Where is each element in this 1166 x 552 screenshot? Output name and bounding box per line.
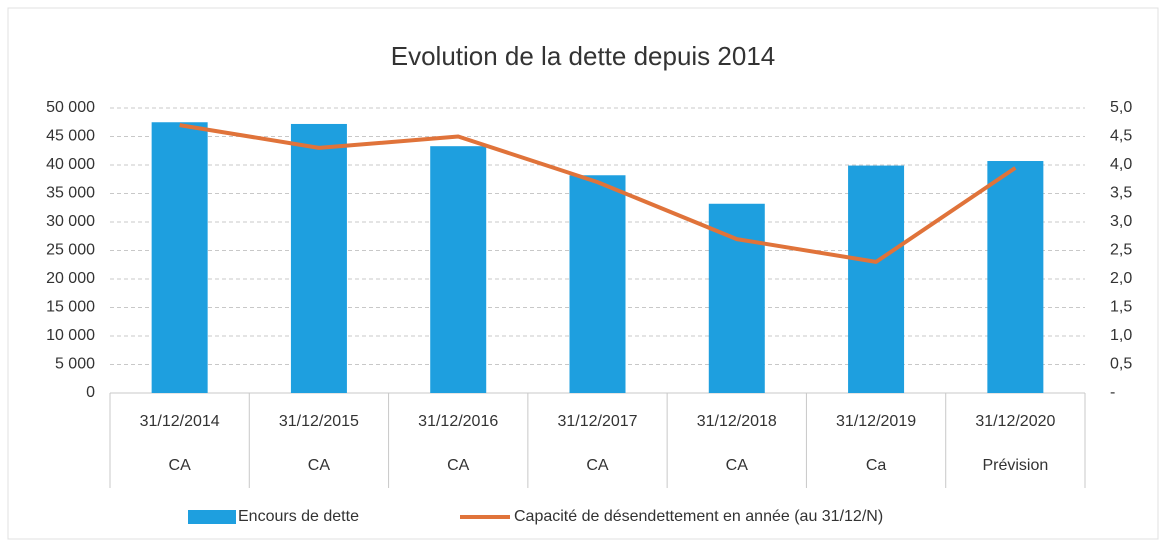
bar xyxy=(430,146,487,393)
y-tick-label: 35 000 xyxy=(46,185,95,202)
legend-label: Capacité de désendettement en année (au … xyxy=(514,508,883,525)
x-group-label: Prévision xyxy=(982,457,1048,474)
y-tick-label: 20 000 xyxy=(46,270,95,287)
bar xyxy=(569,175,626,393)
y-tick-label: 10 000 xyxy=(46,327,95,344)
x-group-label: CA xyxy=(308,457,331,474)
x-tick-label: 31/12/2018 xyxy=(697,413,777,430)
y2-tick-label: 0,5 xyxy=(1110,356,1132,373)
y-tick-label: 0 xyxy=(86,384,95,401)
y2-tick-label: 1,0 xyxy=(1110,327,1132,344)
x-tick-label: 31/12/2014 xyxy=(140,413,220,430)
y2-tick-label: 4,5 xyxy=(1110,128,1132,145)
y2-tick-label: 5,0 xyxy=(1110,99,1132,116)
y2-tick-label: 3,5 xyxy=(1110,185,1132,202)
x-group-label: CA xyxy=(586,457,609,474)
y2-tick-label: 4,0 xyxy=(1110,156,1132,173)
line-series xyxy=(179,123,1017,264)
chart-title: Evolution de la dette depuis 2014 xyxy=(391,41,776,71)
bar xyxy=(987,161,1044,393)
legend-label: Encours de dette xyxy=(238,508,359,525)
x-tick-label: 31/12/2017 xyxy=(557,413,637,430)
bar xyxy=(290,123,347,394)
x-tick-label: 31/12/2020 xyxy=(975,413,1055,430)
x-group-label: CA xyxy=(169,457,192,474)
x-tick-label: 31/12/2019 xyxy=(836,413,916,430)
y2-tick-label: 2,0 xyxy=(1110,270,1132,287)
x-group-label: CA xyxy=(726,457,749,474)
x-group-label: Ca xyxy=(866,457,887,474)
y-tick-label: 5 000 xyxy=(55,356,95,373)
y-tick-label: 15 000 xyxy=(46,299,95,316)
y2-tick-label: 3,0 xyxy=(1110,213,1132,230)
y2-tick-label: - xyxy=(1110,384,1115,401)
y-tick-label: 50 000 xyxy=(46,99,95,116)
x-tick-label: 31/12/2015 xyxy=(279,413,359,430)
bar xyxy=(151,122,208,393)
y2-tick-label: 1,5 xyxy=(1110,299,1132,316)
y-tick-label: 25 000 xyxy=(46,242,95,259)
bar xyxy=(708,203,765,393)
legend-swatch xyxy=(188,510,236,524)
x-tick-label: 31/12/2016 xyxy=(418,413,498,430)
y2-tick-label: 2,5 xyxy=(1110,242,1132,259)
y-tick-label: 40 000 xyxy=(46,156,95,173)
bar xyxy=(848,165,905,393)
y-tick-label: 30 000 xyxy=(46,213,95,230)
x-group-label: CA xyxy=(447,457,470,474)
y-tick-label: 45 000 xyxy=(46,128,95,145)
